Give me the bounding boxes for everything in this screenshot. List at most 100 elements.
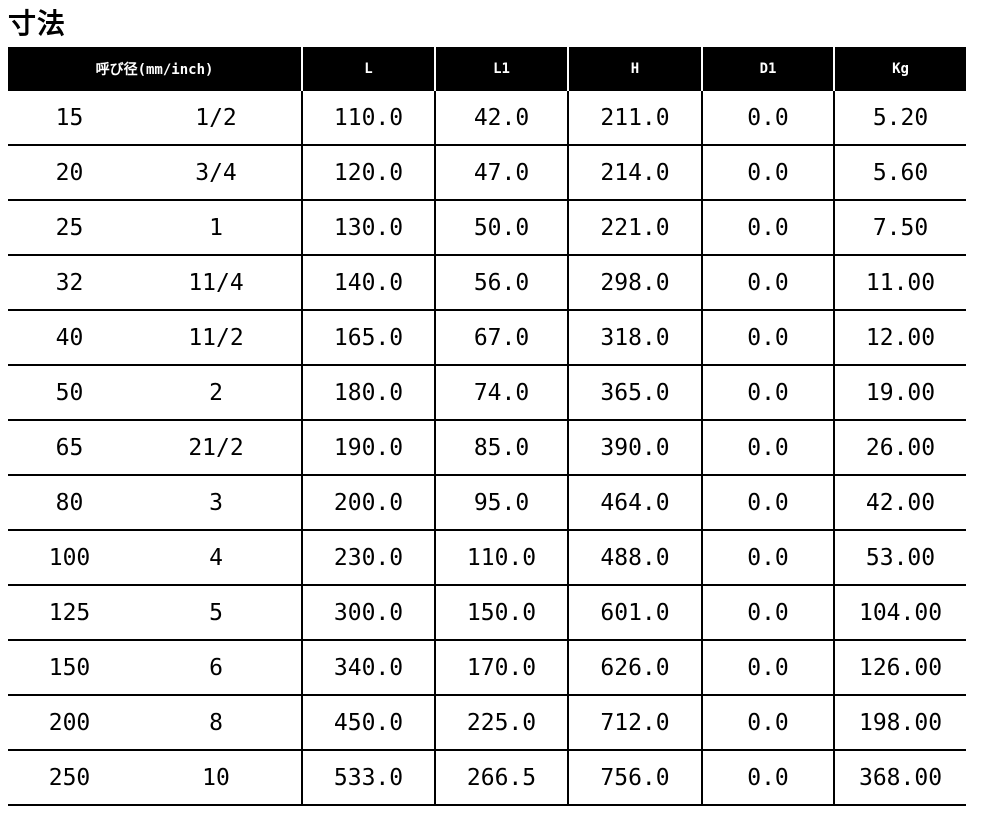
cell-inch: 10 — [131, 750, 303, 806]
cell-d1: 0.0 — [701, 365, 835, 421]
table-row: 125 5 300.0 150.0 601.0 0.0 104.00 — [8, 585, 967, 641]
cell-l1: 150.0 — [434, 585, 569, 641]
cell-inch: 11/4 — [131, 255, 303, 311]
header-d1: D1 — [701, 47, 835, 91]
cell-kg: 19.00 — [833, 365, 967, 421]
table-row: 40 11/2 165.0 67.0 318.0 0.0 12.00 — [8, 310, 967, 366]
cell-h: 211.0 — [567, 91, 703, 146]
cell-l: 533.0 — [301, 750, 436, 806]
table-row: 100 4 230.0 110.0 488.0 0.0 53.00 — [8, 530, 967, 586]
cell-kg: 104.00 — [833, 585, 967, 641]
cell-kg: 5.20 — [833, 91, 967, 146]
cell-kg: 12.00 — [833, 310, 967, 366]
header-nominal-size: 呼び径(mm/inch) — [8, 47, 303, 91]
cell-h: 712.0 — [567, 695, 703, 751]
table-row: 80 3 200.0 95.0 464.0 0.0 42.00 — [8, 475, 967, 531]
cell-l: 200.0 — [301, 475, 436, 531]
cell-mm: 65 — [8, 420, 131, 476]
cell-l: 110.0 — [301, 91, 436, 146]
cell-kg: 5.60 — [833, 145, 967, 201]
cell-mm: 250 — [8, 750, 131, 806]
cell-h: 626.0 — [567, 640, 703, 696]
cell-mm: 125 — [8, 585, 131, 641]
cell-inch: 2 — [131, 365, 303, 421]
cell-kg: 7.50 — [833, 200, 967, 256]
cell-inch: 21/2 — [131, 420, 303, 476]
dimensions-table: 呼び径(mm/inch) L L1 H D1 Kg 15 1/2 110.0 42.0… — [8, 47, 967, 806]
cell-d1: 0.0 — [701, 530, 835, 586]
cell-d1: 0.0 — [701, 200, 835, 256]
cell-kg: 53.00 — [833, 530, 967, 586]
cell-mm: 50 — [8, 365, 131, 421]
cell-kg: 26.00 — [833, 420, 967, 476]
table-body: 15 1/2 110.0 42.0 211.0 0.0 5.20 20 3/4 120.0 47.0… — [8, 91, 967, 806]
cell-d1: 0.0 — [701, 475, 835, 531]
cell-h: 365.0 — [567, 365, 703, 421]
cell-h: 390.0 — [567, 420, 703, 476]
cell-mm: 32 — [8, 255, 131, 311]
cell-inch: 4 — [131, 530, 303, 586]
cell-mm: 200 — [8, 695, 131, 751]
cell-l1: 266.5 — [434, 750, 569, 806]
cell-l: 340.0 — [301, 640, 436, 696]
cell-d1: 0.0 — [701, 145, 835, 201]
cell-kg: 126.00 — [833, 640, 967, 696]
table-row: 20 3/4 120.0 47.0 214.0 0.0 5.60 — [8, 145, 967, 201]
cell-l: 120.0 — [301, 145, 436, 201]
cell-inch: 6 — [131, 640, 303, 696]
cell-mm: 25 — [8, 200, 131, 256]
table-row: 250 10 533.0 266.5 756.0 0.0 368.00 — [8, 750, 967, 806]
cell-h: 221.0 — [567, 200, 703, 256]
cell-d1: 0.0 — [701, 695, 835, 751]
cell-inch: 1/2 — [131, 91, 303, 146]
cell-l1: 225.0 — [434, 695, 569, 751]
table-row: 32 11/4 140.0 56.0 298.0 0.0 11.00 — [8, 255, 967, 311]
cell-h: 601.0 — [567, 585, 703, 641]
cell-kg: 42.00 — [833, 475, 967, 531]
cell-inch: 1 — [131, 200, 303, 256]
cell-l1: 170.0 — [434, 640, 569, 696]
table-header: 呼び径(mm/inch) L L1 H D1 Kg — [8, 47, 967, 91]
cell-d1: 0.0 — [701, 640, 835, 696]
table-row: 200 8 450.0 225.0 712.0 0.0 198.00 — [8, 695, 967, 751]
table-row: 25 1 130.0 50.0 221.0 0.0 7.50 — [8, 200, 967, 256]
cell-inch: 3 — [131, 475, 303, 531]
header-nominal-unit: (mm/inch) — [137, 62, 214, 78]
cell-l1: 95.0 — [434, 475, 569, 531]
cell-l1: 47.0 — [434, 145, 569, 201]
cell-h: 488.0 — [567, 530, 703, 586]
table-row: 15 1/2 110.0 42.0 211.0 0.0 5.20 — [8, 91, 967, 146]
cell-d1: 0.0 — [701, 420, 835, 476]
header-kg: Kg — [833, 47, 967, 91]
header-l1: L1 — [434, 47, 569, 91]
cell-l: 140.0 — [301, 255, 436, 311]
cell-l: 300.0 — [301, 585, 436, 641]
table-row: 150 6 340.0 170.0 626.0 0.0 126.00 — [8, 640, 967, 696]
cell-l1: 85.0 — [434, 420, 569, 476]
cell-l1: 50.0 — [434, 200, 569, 256]
cell-l: 450.0 — [301, 695, 436, 751]
header-nominal-label: 呼び径 — [95, 62, 138, 78]
cell-l: 180.0 — [301, 365, 436, 421]
cell-l: 190.0 — [301, 420, 436, 476]
cell-d1: 0.0 — [701, 585, 835, 641]
cell-kg: 198.00 — [833, 695, 967, 751]
cell-inch: 8 — [131, 695, 303, 751]
cell-d1: 0.0 — [701, 310, 835, 366]
cell-h: 214.0 — [567, 145, 703, 201]
cell-h: 756.0 — [567, 750, 703, 806]
header-h: H — [567, 47, 703, 91]
cell-mm: 40 — [8, 310, 131, 366]
cell-kg: 11.00 — [833, 255, 967, 311]
cell-d1: 0.0 — [701, 750, 835, 806]
cell-l1: 42.0 — [434, 91, 569, 146]
cell-mm: 20 — [8, 145, 131, 201]
cell-l: 165.0 — [301, 310, 436, 366]
cell-h: 464.0 — [567, 475, 703, 531]
cell-mm: 15 — [8, 91, 131, 146]
cell-l1: 110.0 — [434, 530, 569, 586]
header-row: 呼び径(mm/inch) L L1 H D1 Kg — [8, 47, 967, 91]
cell-h: 298.0 — [567, 255, 703, 311]
cell-mm: 100 — [8, 530, 131, 586]
table-row: 65 21/2 190.0 85.0 390.0 0.0 26.00 — [8, 420, 967, 476]
